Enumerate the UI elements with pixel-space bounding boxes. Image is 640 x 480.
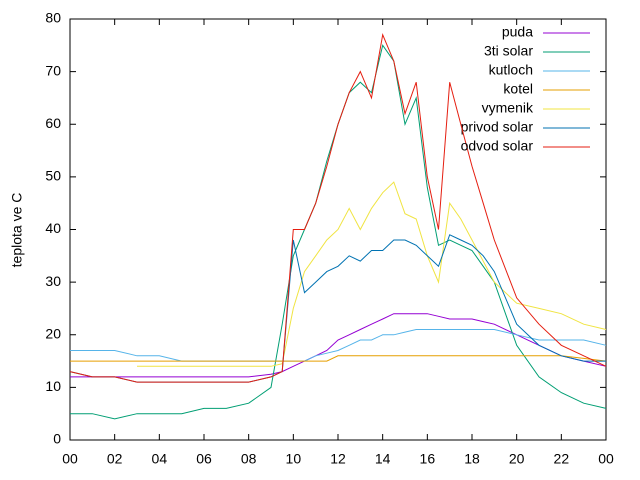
series-line [70, 44, 607, 420]
y-tick-label: 10 [45, 378, 61, 394]
legend-label: kotel [503, 81, 533, 97]
legend-label: vymenik [482, 100, 534, 116]
legend-label: kutloch [489, 62, 533, 78]
x-tick-label: 08 [241, 451, 257, 467]
x-tick-label: 10 [286, 451, 302, 467]
x-tick-label: 04 [152, 451, 168, 467]
series-line [70, 329, 607, 362]
y-tick-label: 30 [45, 273, 61, 289]
series-line [137, 181, 607, 367]
y-tick-label: 50 [45, 168, 61, 184]
series-line [70, 313, 607, 378]
y-tick-label: 80 [45, 10, 61, 26]
x-tick-label: 06 [196, 451, 212, 467]
x-tick-label: 14 [375, 451, 391, 467]
legend-label: 3ti solar [484, 43, 533, 59]
x-tick-label: 16 [420, 451, 436, 467]
y-tick-label: 0 [53, 431, 61, 447]
x-tick-label: 20 [509, 451, 525, 467]
y-tick-label: 60 [45, 115, 61, 131]
x-tick-label: 18 [464, 451, 480, 467]
x-tick-label: 22 [554, 451, 570, 467]
x-tick-label: 02 [107, 451, 123, 467]
series-line [69, 33, 607, 383]
y-tick-label: 20 [45, 325, 61, 341]
legend-label: puda [502, 24, 533, 40]
x-tick-label: 00 [598, 451, 614, 467]
legend-label: odvod solar [461, 138, 534, 154]
y-tick-label: 70 [45, 62, 61, 78]
x-tick-label: 12 [330, 451, 346, 467]
series-line [70, 355, 607, 362]
legend-label: privod solar [461, 119, 534, 135]
x-tick-label: 00 [62, 451, 78, 467]
y-tick-label: 40 [45, 220, 61, 236]
y-axis-label: teplota ve C [9, 193, 25, 268]
